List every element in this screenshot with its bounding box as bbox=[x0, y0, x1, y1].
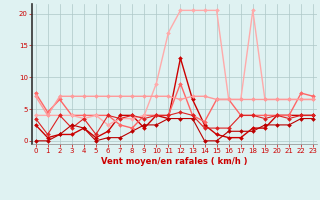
X-axis label: Vent moyen/en rafales ( km/h ): Vent moyen/en rafales ( km/h ) bbox=[101, 157, 248, 166]
